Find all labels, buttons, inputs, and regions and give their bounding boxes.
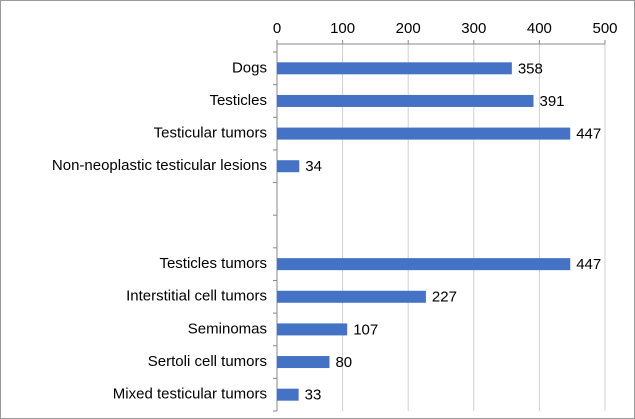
data-label: 447	[576, 256, 601, 273]
x-tick-label: 100	[330, 20, 355, 37]
bar	[277, 290, 426, 303]
x-tick-label: 0	[273, 20, 281, 37]
data-label: 34	[305, 158, 322, 175]
data-label: 80	[335, 354, 352, 371]
bar	[277, 356, 330, 369]
x-tick-label: 500	[592, 20, 617, 37]
y-tick-label: Interstitial cell tumors	[126, 288, 267, 305]
y-tick-label: Sertoli cell tumors	[148, 353, 267, 370]
data-label: 391	[539, 93, 564, 110]
data-label: 227	[432, 289, 457, 306]
bar	[277, 127, 571, 140]
y-tick-label: Dogs	[232, 59, 267, 76]
bar	[277, 388, 299, 401]
data-label: 447	[576, 126, 601, 143]
data-label: 358	[518, 60, 543, 77]
y-tick-label: Seminomas	[188, 320, 267, 337]
y-tick-label: Testicles	[209, 92, 267, 109]
y-tick-label: Non-neoplastic testicular lesions	[52, 157, 267, 174]
data-label: 33	[305, 387, 322, 404]
x-tick-label: 400	[527, 20, 552, 37]
bar	[277, 62, 512, 75]
y-tick-label: Testicles tumors	[159, 255, 267, 272]
x-tick-label: 200	[396, 20, 421, 37]
bar	[277, 94, 534, 107]
bar	[277, 323, 348, 336]
bar	[277, 160, 300, 173]
x-tick-label: 300	[461, 20, 486, 37]
bar	[277, 258, 571, 271]
data-label: 107	[353, 321, 378, 338]
y-tick-label: Testicular tumors	[154, 125, 267, 142]
y-tick-label: Mixed testicular tumors	[113, 386, 267, 403]
